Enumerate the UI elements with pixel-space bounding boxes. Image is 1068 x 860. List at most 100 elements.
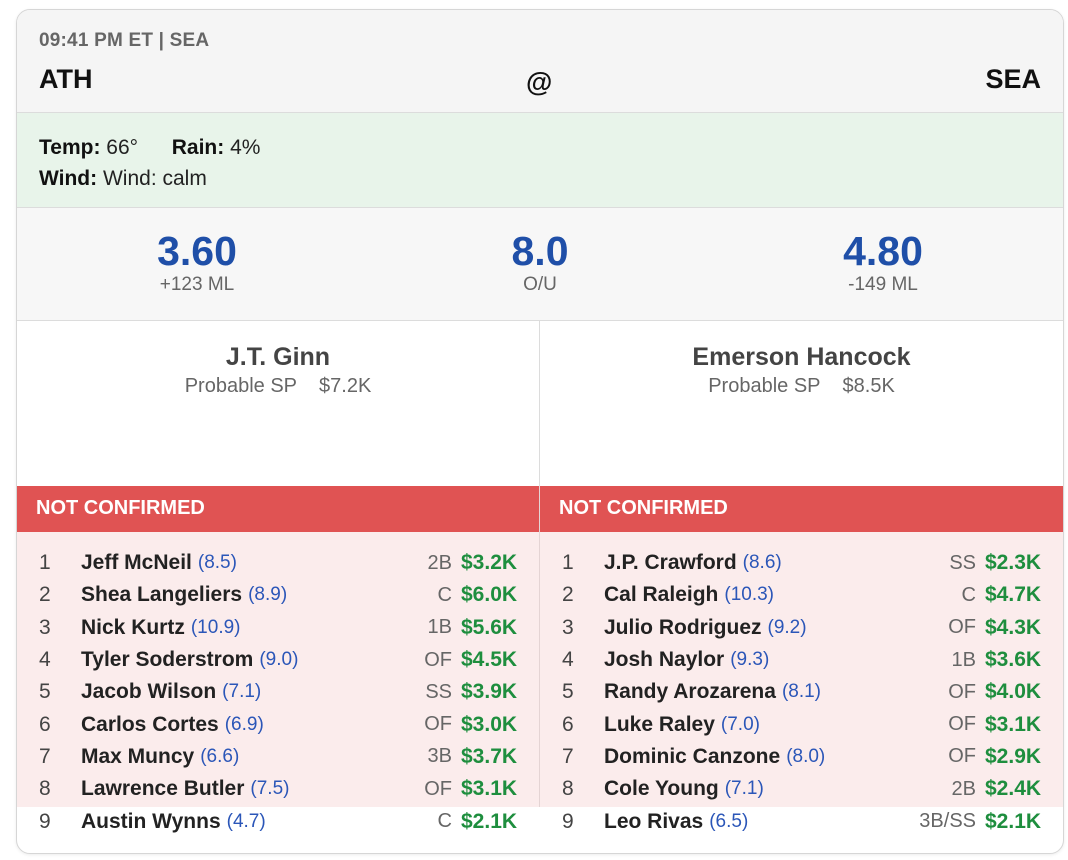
- player-position: 2B: [427, 551, 452, 574]
- temp-value: 66°: [106, 136, 139, 159]
- batting-order: 6: [562, 712, 574, 736]
- odds-panel: 3.60 +123 ML 8.0 O/U 4.80 -149 ML: [17, 208, 1063, 321]
- player-row[interactable]: 5 Randy Arozarena (8.1) OF $4.0K: [540, 676, 1063, 708]
- player-row[interactable]: 4 Josh Naylor (9.3) 1B $3.6K: [540, 644, 1063, 676]
- player-name[interactable]: Max Muncy: [81, 744, 195, 768]
- batting-order: 3: [39, 615, 51, 639]
- player-row[interactable]: 2 Shea Langeliers (8.9) C $6.0K: [17, 579, 539, 611]
- player-name[interactable]: Leo Rivas: [604, 809, 704, 833]
- game-time: 09:41 PM ET | SEA: [39, 30, 210, 51]
- player-name[interactable]: J.P. Crawford: [604, 551, 737, 575]
- player-name[interactable]: Austin Wynns: [81, 809, 221, 833]
- player-row[interactable]: 9 Leo Rivas (6.5) 3B/SS $2.1K: [540, 805, 1063, 837]
- player-name[interactable]: Lawrence Butler: [81, 777, 245, 801]
- home-pitcher-name[interactable]: Emerson Hancock: [692, 343, 911, 371]
- player-projection: (7.5): [250, 778, 290, 800]
- player-name[interactable]: Julio Rodriguez: [604, 615, 762, 639]
- player-projection: (7.1): [724, 778, 764, 800]
- player-projection: (8.9): [248, 584, 288, 606]
- player-projection: (6.5): [709, 810, 749, 832]
- player-name[interactable]: Nick Kurtz: [81, 615, 185, 639]
- player-salary: $4.5K: [461, 648, 518, 672]
- away-pitcher-name[interactable]: J.T. Ginn: [225, 343, 331, 371]
- player-salary: $3.7K: [461, 744, 518, 768]
- player-row[interactable]: 3 Julio Rodriguez (9.2) OF $4.3K: [540, 612, 1063, 644]
- player-row[interactable]: 5 Jacob Wilson (7.1) SS $3.9K: [17, 676, 539, 708]
- player-salary: $3.1K: [461, 777, 518, 801]
- batting-order: 4: [562, 648, 574, 672]
- player-name[interactable]: Josh Naylor: [604, 648, 725, 672]
- player-name[interactable]: Jacob Wilson: [81, 680, 217, 704]
- player-row[interactable]: 6 Luke Raley (7.0) OF $3.1K: [540, 708, 1063, 740]
- player-position: SS: [949, 551, 976, 574]
- player-name[interactable]: Cal Raleigh: [604, 583, 719, 607]
- home-pitcher-salary: $8.5K: [842, 375, 895, 397]
- player-position: 1B: [427, 616, 452, 639]
- player-row[interactable]: 2 Cal Raleigh (10.3) C $4.7K: [540, 579, 1063, 611]
- player-projection: (8.6): [742, 552, 782, 574]
- player-position: OF: [424, 648, 452, 671]
- player-position: OF: [424, 713, 452, 736]
- player-position: 3B/SS: [919, 810, 976, 833]
- player-row[interactable]: 1 Jeff McNeil (8.5) 2B $3.2K: [17, 547, 539, 579]
- player-salary: $6.0K: [461, 583, 518, 607]
- player-name[interactable]: Luke Raley: [604, 712, 715, 736]
- player-row[interactable]: 4 Tyler Soderstrom (9.0) OF $4.5K: [17, 644, 539, 676]
- player-name[interactable]: Carlos Cortes: [81, 712, 219, 736]
- player-name[interactable]: Randy Arozarena: [604, 680, 776, 704]
- batting-order: 3: [562, 615, 574, 639]
- batting-order: 5: [562, 680, 574, 704]
- over-under-label: O/U: [523, 274, 557, 295]
- player-position: 3B: [427, 745, 452, 768]
- player-position: OF: [948, 680, 976, 703]
- pitchers-panel: J.T. Ginn Probable SP $7.2K Emerson Hanco…: [17, 321, 1063, 486]
- player-name[interactable]: Shea Langeliers: [81, 583, 243, 607]
- player-position: SS: [425, 680, 452, 703]
- player-name[interactable]: Dominic Canzone: [604, 744, 781, 768]
- player-salary: $2.3K: [985, 551, 1042, 575]
- player-row[interactable]: 6 Carlos Cortes (6.9) OF $3.0K: [17, 708, 539, 740]
- player-row[interactable]: 8 Lawrence Butler (7.5) OF $3.1K: [17, 773, 539, 805]
- player-salary: $2.1K: [461, 809, 518, 833]
- home-player-list: 1 J.P. Crawford (8.6) SS $2.3K 2 Cal Raleigh (1…: [540, 532, 1063, 838]
- away-pitcher: J.T. Ginn Probable SP $7.2K: [17, 321, 540, 486]
- player-name[interactable]: Tyler Soderstrom: [81, 648, 254, 672]
- wind-label: Wind:: [39, 167, 98, 190]
- away-team[interactable]: ATH: [39, 64, 93, 94]
- player-salary: $4.7K: [985, 583, 1042, 607]
- player-name[interactable]: Jeff McNeil: [81, 551, 192, 575]
- away-implied-total: 3.60: [157, 228, 237, 274]
- batting-order: 5: [39, 680, 51, 704]
- player-position: C: [437, 810, 452, 833]
- player-position: OF: [948, 616, 976, 639]
- player-row[interactable]: 7 Max Muncy (6.6) 3B $3.7K: [17, 741, 539, 773]
- player-salary: $3.9K: [461, 680, 518, 704]
- away-pitcher-role: Probable SP: [184, 375, 298, 397]
- away-lineup: NOT CONFIRMED 1 Jeff McNeil (8.5) 2B $3.2K 2 S…: [17, 486, 540, 833]
- player-salary: $4.0K: [985, 680, 1042, 704]
- batting-order: 9: [39, 809, 51, 833]
- player-name[interactable]: Cole Young: [604, 777, 719, 801]
- player-projection: (6.6): [200, 745, 240, 767]
- player-position: OF: [948, 745, 976, 768]
- player-row[interactable]: 8 Cole Young (7.1) 2B $2.4K: [540, 773, 1063, 805]
- weather-panel: Temp: 66° Rain: 4% Wind: Wind: calm: [17, 113, 1063, 208]
- player-row[interactable]: 7 Dominic Canzone (8.0) OF $2.9K: [540, 741, 1063, 773]
- matchup: ATH SEA: [39, 64, 1041, 95]
- player-position: 2B: [951, 777, 976, 800]
- player-row[interactable]: 1 J.P. Crawford (8.6) SS $2.3K: [540, 547, 1063, 579]
- player-position: 1B: [951, 648, 976, 671]
- home-implied-total: 4.80: [843, 228, 923, 274]
- lineups: NOT CONFIRMED 1 Jeff McNeil (8.5) 2B $3.2K 2 S…: [17, 486, 1063, 833]
- player-salary: $4.3K: [985, 615, 1042, 639]
- rain-label: Rain:: [171, 136, 225, 159]
- batting-order: 7: [562, 744, 574, 768]
- batting-order: 4: [39, 648, 51, 672]
- over-under-value: 8.0: [511, 228, 569, 274]
- player-position: C: [961, 583, 976, 606]
- away-moneyline: +123 ML: [159, 274, 235, 295]
- player-row[interactable]: 3 Nick Kurtz (10.9) 1B $5.6K: [17, 612, 539, 644]
- player-row[interactable]: 9 Austin Wynns (4.7) C $2.1K: [17, 805, 539, 837]
- player-salary: $3.6K: [985, 648, 1042, 672]
- home-team[interactable]: SEA: [985, 64, 1041, 94]
